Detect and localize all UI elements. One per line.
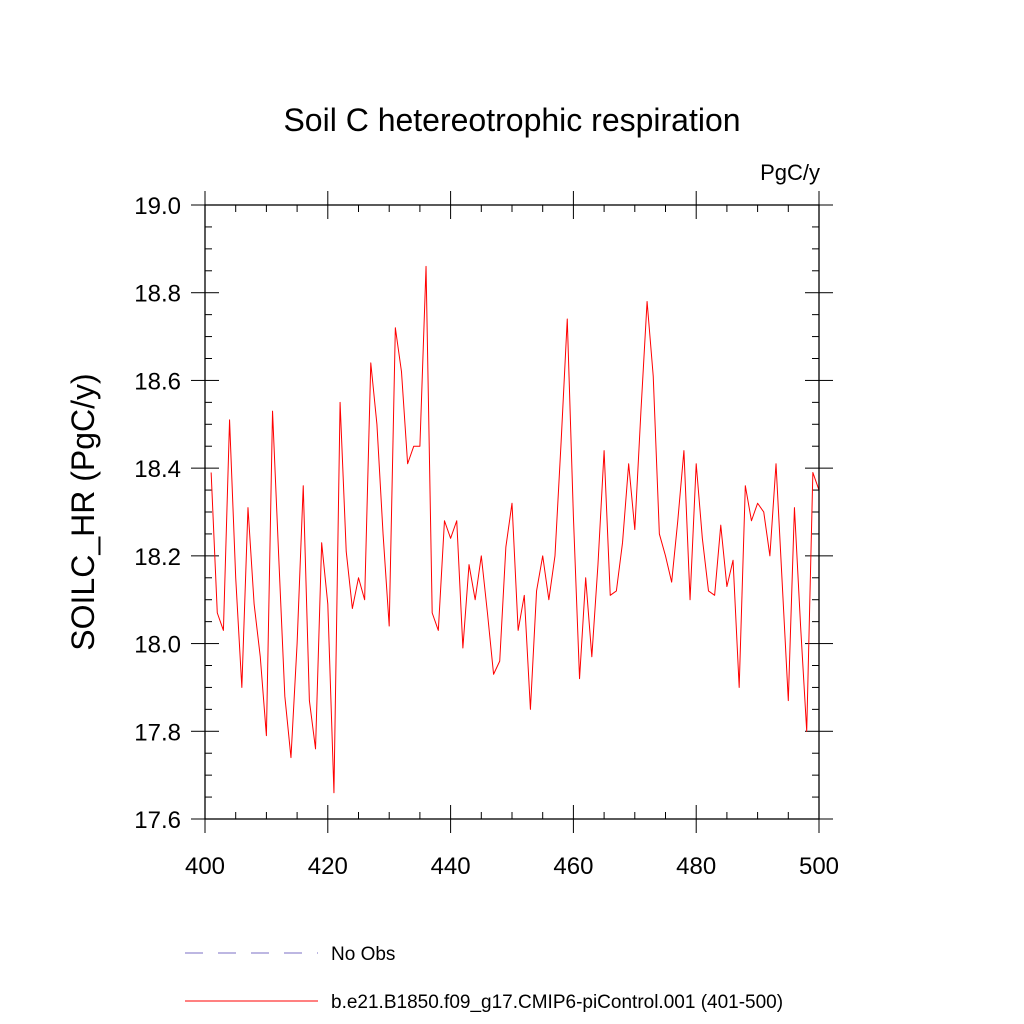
y-tick-label: 18.6 (134, 368, 181, 395)
y-tick-label: 19.0 (134, 193, 181, 220)
y-tick-label: 18.4 (134, 456, 181, 483)
axis-ticks (191, 191, 833, 833)
series-line-control (210, 265, 820, 794)
x-tick-label: 400 (185, 853, 225, 880)
x-tick-label: 420 (308, 853, 348, 880)
y-tick-label: 18.2 (134, 544, 181, 571)
legend-label-no-obs: No Obs (331, 944, 395, 965)
axis-tick-labels: 400 420 440 460 480 500 17.6 17.8 18.0 18.2 18.4 18… (134, 193, 839, 880)
x-tick-label: 440 (431, 853, 471, 880)
units-label: PgC/y (760, 160, 820, 185)
y-tick-label: 18.8 (134, 281, 181, 308)
x-tick-label: 500 (799, 853, 839, 880)
legend: No Obs b.e21.B1850.f09_g17.CMIP6-piContr… (185, 944, 783, 1013)
y-tick-label: 18.0 (134, 632, 181, 659)
y-tick-label: 17.8 (134, 719, 181, 746)
y-tick-label: 17.6 (134, 807, 181, 834)
plot-series (210, 265, 820, 794)
chart-title: Soil C hetereotrophic respiration (283, 102, 740, 138)
plot-frame (204, 204, 820, 820)
x-tick-label: 460 (553, 853, 593, 880)
legend-label-control: b.e21.B1850.f09_g17.CMIP6-piControl.001 … (331, 992, 783, 1013)
x-tick-label: 480 (676, 853, 716, 880)
y-axis-label: SOILC_HR (PgC/y) (65, 373, 101, 650)
